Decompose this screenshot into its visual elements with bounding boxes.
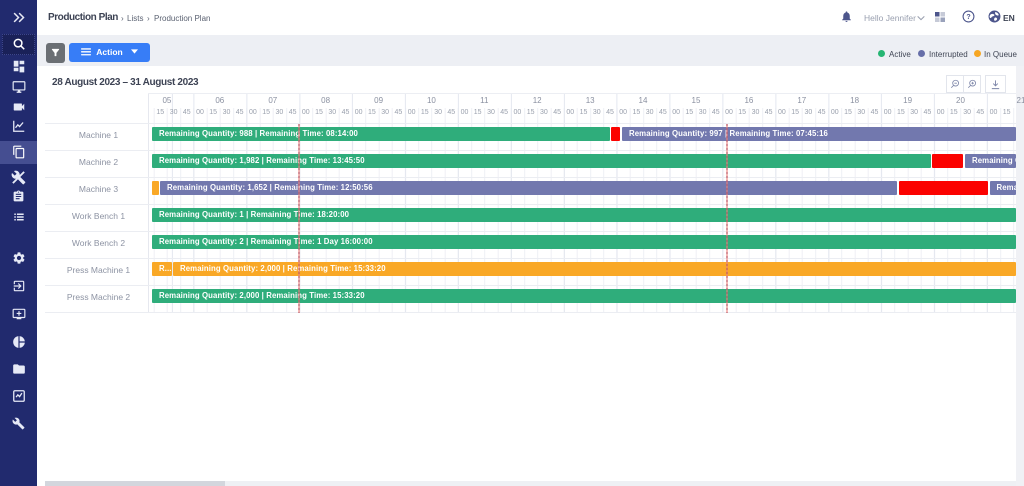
svg-text:?: ?	[966, 14, 970, 21]
